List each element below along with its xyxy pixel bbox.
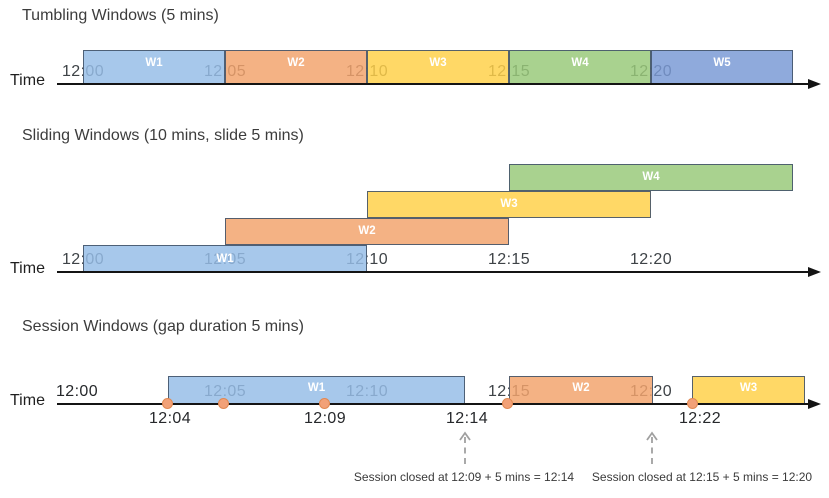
sliding-window-w2: W2 [225,218,509,245]
window-label: W4 [642,171,660,183]
session-time-axis-label: Time [10,392,45,409]
session-window-w2: W2 [509,376,653,404]
event-dot-1222 [687,398,698,409]
session-section-title: Session Windows (gap duration 5 mins) [22,318,304,335]
tumbling-window-w4: W4 [509,50,651,84]
window-label: W1 [145,57,163,69]
sliding-time-axis-label: Time [10,260,45,277]
session-window-w3: W3 [692,376,805,404]
window-label: W2 [358,225,376,237]
session-close-annotation-2: Session closed at 12:15 + 5 mins = 12:20 [591,470,813,484]
sliding-window-w3: W3 [367,191,651,218]
tumbling-time-axis [57,83,810,85]
window-label: W1 [307,382,326,394]
window-label: W3 [429,57,447,69]
sliding-tick-1215: 12:15 [487,251,531,268]
sliding-window-w1: W1 [83,245,367,272]
event-time-label-1222: 12:22 [678,410,722,427]
tumbling-section-title: Tumbling Windows (5 mins) [22,7,219,24]
sliding-tick-1220: 12:20 [629,251,673,268]
window-label: W4 [571,57,589,69]
session-window-w1: W1 [168,376,465,404]
event-time-label-1209: 12:09 [303,410,347,427]
tumbling-window-w2: W2 [225,50,367,84]
window-label: W2 [287,57,305,69]
tumbling-time-axis-label: Time [10,72,45,89]
annotation-arrow-icon [458,431,472,470]
window-label: W3 [739,382,758,394]
sliding-time-axis [57,271,810,273]
sliding-section-title: Sliding Windows (10 mins, slide 5 mins) [22,127,304,144]
tumbling-window-w1: W1 [83,50,225,84]
annotation-arrow-icon [645,431,659,470]
tumbling-window-w5: W5 [651,50,793,84]
window-label: W5 [713,57,731,69]
tumbling-window-w3: W3 [367,50,509,84]
window-label: W3 [500,198,518,210]
event-dot-1209 [319,398,330,409]
window-label: W2 [572,382,590,394]
event-time-label-1204: 12:04 [148,410,192,427]
event-dot-1215 [502,398,513,409]
session-axis-arrowhead-icon [808,399,821,409]
session-time-axis [57,403,810,405]
event-dot-1204 [162,398,173,409]
window-label: W1 [216,253,234,265]
sliding-axis-arrowhead-icon [808,267,821,277]
session-close-annotation-1: Session closed at 12:09 + 5 mins = 12:14 [353,470,575,484]
session-tick-1200: 12:00 [55,383,99,400]
tumbling-axis-arrowhead-icon [808,79,821,89]
session-close-label-1214: 12:14 [445,410,489,427]
event-dot-1205 [218,398,229,409]
sliding-window-w4: W4 [509,164,793,191]
